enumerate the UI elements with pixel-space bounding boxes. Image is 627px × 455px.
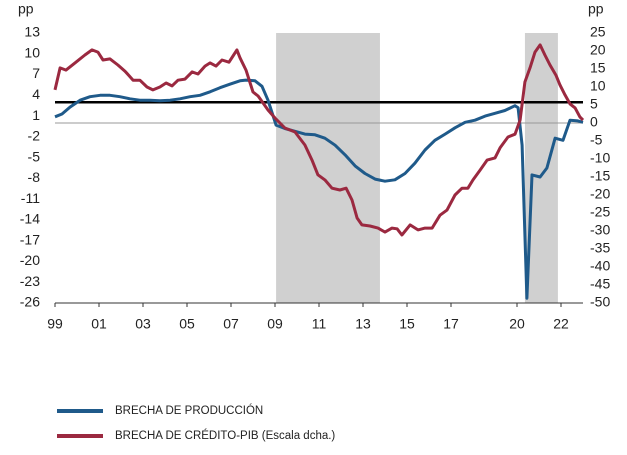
x-tick-label: 22 — [553, 316, 569, 332]
y-tick-label: 7 — [32, 65, 40, 81]
y-tick-label: -26 — [20, 294, 40, 310]
y2-tick-label: -20 — [590, 186, 610, 202]
y2-tick-label: -30 — [590, 222, 610, 238]
y2-tick-label: -40 — [590, 258, 610, 274]
y2-tick-label: -45 — [590, 276, 610, 292]
y-tick-label: -2 — [28, 128, 41, 144]
x-tick-label: 15 — [399, 316, 415, 332]
y-tick-label: 10 — [24, 44, 40, 60]
x-tick-label: 99 — [47, 316, 63, 332]
y-tick-label: -5 — [28, 148, 41, 164]
y2-tick-label: 15 — [590, 60, 606, 76]
shaded-period — [524, 33, 558, 303]
series-line — [54, 78, 584, 300]
y2-tick-label: -35 — [590, 240, 610, 256]
y2-tick-label: 5 — [590, 96, 598, 112]
series-line — [53, 43, 585, 237]
x-tick-label: 01 — [91, 316, 107, 332]
x-tick-label: 03 — [135, 316, 151, 332]
y-tick-label: -23 — [20, 273, 40, 289]
x-tick-label: 13 — [355, 316, 371, 332]
y2-tick-label: 25 — [590, 24, 606, 40]
y-tick-label: -11 — [21, 190, 40, 206]
y2-tick-label: 0 — [590, 114, 598, 130]
y-tick-label: 1 — [32, 107, 40, 123]
shaded-period — [276, 33, 380, 303]
y-axis-unit: pp — [18, 1, 34, 17]
x-tick-label: 17 — [443, 316, 459, 332]
legend-label: BRECHA DE PRODUCCIÓN — [115, 404, 263, 417]
y-tick-label: 13 — [24, 24, 40, 40]
y2-axis-unit: pp — [588, 1, 604, 17]
x-tick-label: 20 — [509, 316, 525, 332]
y-tick-label: -14 — [20, 211, 40, 227]
legend-label: BRECHA DE CRÉDITO-PIB (Escala dcha.) — [115, 429, 335, 442]
x-tick-label: 05 — [179, 316, 195, 332]
y-tick-label: -8 — [28, 169, 41, 185]
x-tick-label: 11 — [312, 316, 327, 332]
x-tick-label: 07 — [223, 316, 239, 332]
y-tick-label: -20 — [20, 252, 40, 268]
y2-tick-label: -5 — [590, 132, 603, 148]
y-tick-label: -17 — [20, 231, 40, 247]
y2-tick-label: -50 — [590, 294, 610, 310]
y-tick-label: 4 — [32, 86, 40, 102]
x-tick-label: 09 — [267, 316, 283, 332]
y2-tick-label: -25 — [590, 204, 610, 220]
y2-tick-label: -10 — [590, 150, 610, 166]
y2-tick-label: -15 — [590, 168, 610, 184]
y2-tick-label: 10 — [590, 78, 606, 94]
y2-tick-label: 20 — [590, 42, 606, 58]
